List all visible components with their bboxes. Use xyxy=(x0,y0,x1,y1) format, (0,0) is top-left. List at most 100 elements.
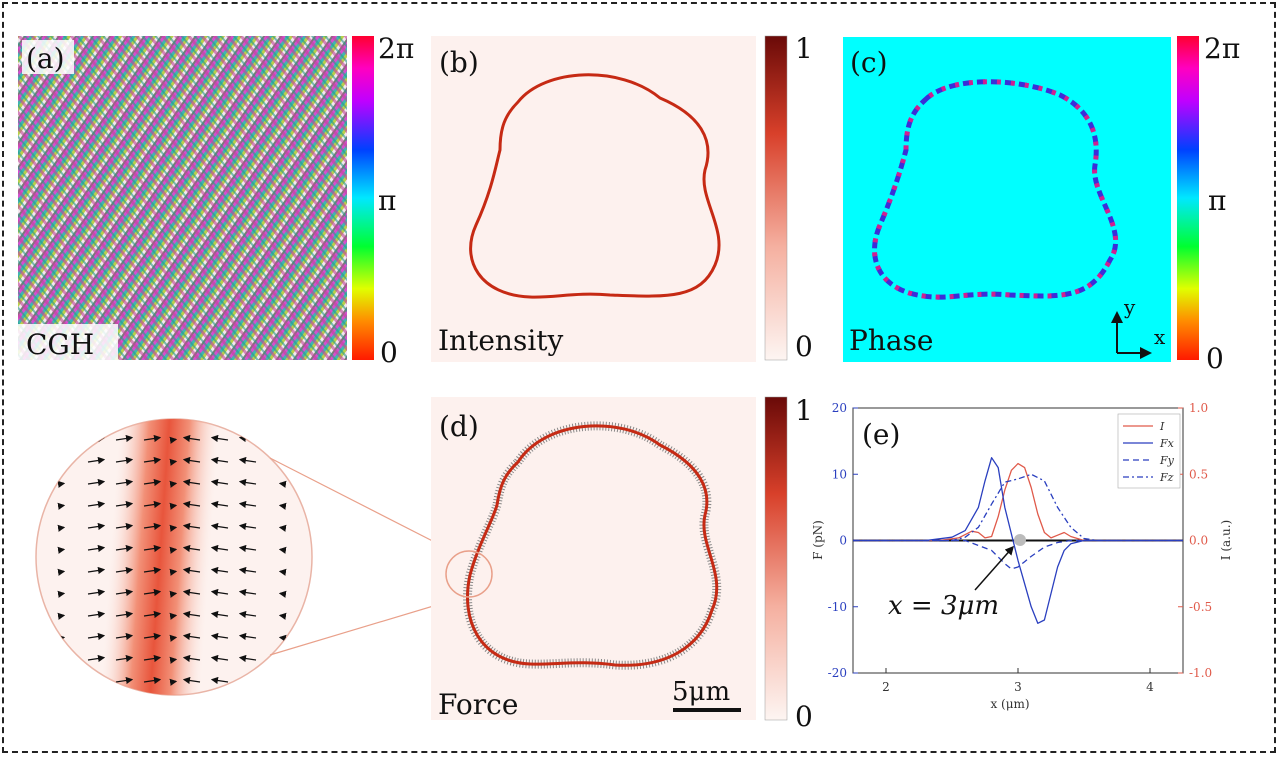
phase-colorbar xyxy=(352,36,374,360)
force-vector-arrow xyxy=(210,588,229,597)
y-right-tick-label: 0.5 xyxy=(1189,467,1208,481)
panel-a-caption: CGH xyxy=(26,328,94,361)
y-axis-left-title: F (pN) xyxy=(811,520,825,560)
intensity-ring xyxy=(469,73,721,299)
force-vector-arrow xyxy=(169,634,178,642)
force-vector-arrow xyxy=(182,500,201,509)
cbar-d-top: 1 xyxy=(795,394,813,427)
force-vector-arrow xyxy=(115,434,134,443)
force-vector-arrow xyxy=(210,456,229,465)
force-vector-arrow xyxy=(182,566,201,575)
y-left-tick-label: 20 xyxy=(832,401,847,415)
force-vector-arrow xyxy=(278,546,287,554)
force-vector-arrow xyxy=(238,522,257,531)
force-vector-arrow xyxy=(57,524,66,532)
series-line-Fy xyxy=(853,539,1183,570)
force-vector-arrow xyxy=(210,544,229,553)
force-vector-arrow xyxy=(87,632,106,641)
force-vector-arrow xyxy=(278,656,287,664)
force-vector-arrow xyxy=(115,676,134,685)
force-vector-arrow xyxy=(182,632,201,641)
y-axis-right-title: I (a.u.) xyxy=(1219,520,1233,560)
y-left-tick-label: 10 xyxy=(832,467,847,481)
panel-a: (a) CGH 2π π 0 xyxy=(18,32,414,369)
force-vector-arrow xyxy=(238,566,257,575)
force-vector-arrow xyxy=(87,654,106,663)
force-vector-arrow xyxy=(182,478,201,487)
zoom-region-marker xyxy=(445,550,493,598)
force-vector-arrow xyxy=(238,610,257,619)
force-vector-arrow xyxy=(210,478,229,487)
x-tick-label: 3 xyxy=(1014,680,1022,694)
x-axis-title: x (μm) xyxy=(990,697,1029,711)
phase-image xyxy=(843,37,1171,362)
force-vector-arrow xyxy=(169,656,178,664)
force-vector-arrow xyxy=(87,588,106,597)
panel-e-label: (e) xyxy=(862,418,900,451)
force-vector-arrow xyxy=(87,544,106,553)
annotation-arrow xyxy=(974,545,1014,591)
force-vector-arrow xyxy=(143,566,162,575)
force-vector-arrow xyxy=(57,590,66,598)
force-vector-arrow xyxy=(169,612,178,620)
force-ring xyxy=(466,424,719,667)
force-vector-arrow xyxy=(278,678,287,686)
x-tick-label: 4 xyxy=(1146,680,1154,694)
intensity-colorbar xyxy=(764,35,788,361)
legend-label: I xyxy=(1159,420,1165,433)
force-vector-arrow xyxy=(278,568,287,576)
y-left-tick-label: -10 xyxy=(828,600,847,614)
force-vector-arrow xyxy=(182,544,201,553)
force-vector-arrow xyxy=(278,458,287,466)
panel-d: (d) Force 5μm 1 0 xyxy=(431,394,813,733)
force-vector-arrow xyxy=(143,610,162,619)
phase-colorbar-c xyxy=(1177,36,1199,360)
force-vector-arrow xyxy=(278,502,287,510)
force-vector-arrow xyxy=(57,436,66,444)
force-vector-arrow xyxy=(210,632,229,641)
panel-c-label: (c) xyxy=(850,46,888,79)
xy-axes-icon: y x xyxy=(1111,295,1166,359)
force-vector-arrow xyxy=(210,566,229,575)
force-vector-arrow xyxy=(143,522,162,531)
marker-point xyxy=(1014,534,1026,546)
force-vector-arrow xyxy=(182,522,201,531)
axis-x-label: x xyxy=(1154,325,1166,349)
force-vector-arrow xyxy=(87,522,106,531)
panel-d-label: (d) xyxy=(439,410,479,443)
cbar-a-top: 2π xyxy=(378,32,414,65)
y-right-tick-label: -1.0 xyxy=(1189,666,1212,680)
force-vector-arrow xyxy=(115,632,134,641)
force-vector-arrow xyxy=(238,632,257,641)
force-vector-arrow xyxy=(210,434,229,443)
force-vector-arrow xyxy=(57,568,66,576)
force-vector-arrow xyxy=(238,500,257,509)
force-vector-arrow xyxy=(238,478,257,487)
cbar-c-top: 2π xyxy=(1204,32,1240,65)
legend-label: Fy xyxy=(1159,454,1175,467)
force-vector-arrow xyxy=(182,676,201,685)
force-vector-arrow xyxy=(57,612,66,620)
force-zoom-inset xyxy=(35,418,471,696)
y-right-tick-label: 0.0 xyxy=(1189,534,1208,548)
force-vector-arrow xyxy=(115,456,134,465)
force-vector-arrow xyxy=(169,568,178,576)
force-vector-arrow xyxy=(115,654,134,663)
force-vector-arrow xyxy=(238,544,257,553)
force-vector-arrow xyxy=(169,502,178,510)
force-vector-arrow xyxy=(115,566,134,575)
cbar-a-bottom: 0 xyxy=(380,336,398,369)
panel-d-caption: Force xyxy=(438,688,518,721)
force-vector-arrow xyxy=(87,610,106,619)
force-vector-arrow xyxy=(115,610,134,619)
force-vector-arrow xyxy=(87,566,106,575)
force-vector-arrow xyxy=(278,480,287,488)
force-vector-arrow xyxy=(87,676,106,685)
force-vector-arrow xyxy=(115,544,134,553)
panel-c-caption: Phase xyxy=(849,324,934,357)
series-line-Fx xyxy=(853,457,1183,624)
force-vector-arrow xyxy=(238,676,257,685)
panel-b-caption: Intensity xyxy=(438,324,564,357)
